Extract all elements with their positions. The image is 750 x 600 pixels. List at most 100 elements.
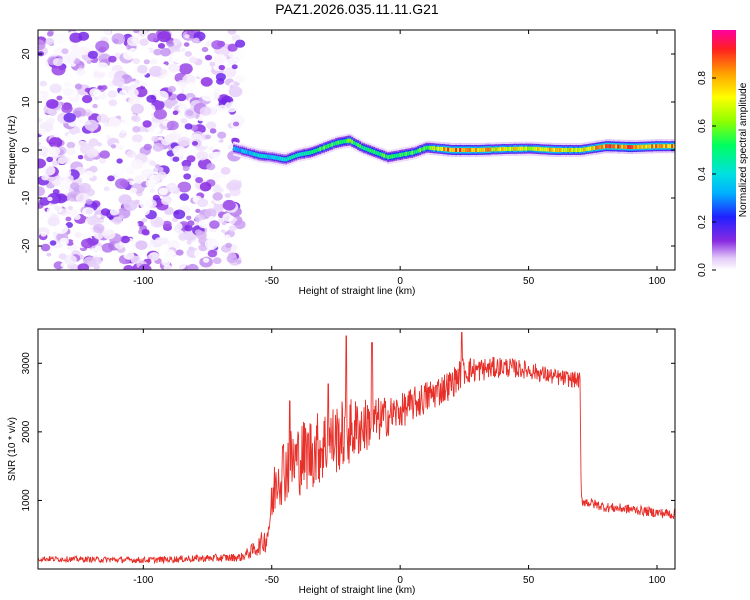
noise-cell xyxy=(160,68,168,75)
noise-cell xyxy=(78,182,92,194)
noise-cell xyxy=(112,216,123,225)
noise-cell xyxy=(226,98,232,103)
ridge-cell xyxy=(383,153,386,158)
ridge-cell xyxy=(611,144,614,149)
ridge-cell xyxy=(503,147,506,151)
noise-cell xyxy=(38,92,42,99)
noise-cell xyxy=(89,88,101,97)
snr-plot-area xyxy=(38,331,675,565)
ridge-cell xyxy=(517,146,520,151)
noise-cell xyxy=(192,141,198,146)
ridge-cell xyxy=(451,148,454,152)
noise-cell xyxy=(147,242,154,248)
noise-cell xyxy=(228,86,243,98)
noise-cell xyxy=(99,158,106,164)
noise-cell xyxy=(200,77,213,87)
noise-cell xyxy=(165,182,178,193)
noise-cell xyxy=(56,95,63,101)
noise-cell xyxy=(46,156,54,163)
noise-cell xyxy=(158,187,168,196)
noise-cell xyxy=(194,229,203,236)
noise-cell xyxy=(157,30,172,43)
ridge-cell xyxy=(297,152,300,157)
noise-cell xyxy=(157,171,167,179)
spectrogram-y-tick-label: 20 xyxy=(21,48,32,60)
noise-cell xyxy=(50,204,63,214)
noise-cell xyxy=(143,59,150,65)
noise-cell xyxy=(127,36,140,47)
noise-cell xyxy=(210,151,219,159)
noise-cell xyxy=(77,263,90,270)
ridge-cell xyxy=(415,149,418,154)
noise-cell xyxy=(99,150,110,159)
ridge-cell xyxy=(607,144,610,149)
noise-cell xyxy=(133,175,145,184)
noise-cell xyxy=(218,110,231,121)
noise-cell xyxy=(74,83,83,90)
noise-cell xyxy=(201,90,215,102)
noise-cell xyxy=(150,216,164,228)
spectrogram-x-tick-label: 0 xyxy=(397,276,403,287)
noise-cell xyxy=(178,233,188,241)
noise-cell xyxy=(152,167,159,173)
noise-cell xyxy=(38,118,43,123)
noise-cell xyxy=(222,199,236,211)
ridge-cell xyxy=(469,148,472,152)
noise-cell xyxy=(199,182,212,192)
ridge-cell xyxy=(373,149,376,154)
noise-cell xyxy=(85,111,91,117)
spectrogram-plot-area xyxy=(38,30,675,270)
noise-cell xyxy=(53,33,68,45)
ridge-cell xyxy=(433,146,436,151)
noise-cell xyxy=(186,155,196,163)
noise-cell xyxy=(66,141,76,149)
noise-cell xyxy=(224,193,231,198)
colorbar-tick-label: 0.8 xyxy=(697,71,708,85)
ridge-cell xyxy=(595,145,598,150)
noise-cell xyxy=(179,193,190,201)
noise-cell xyxy=(172,258,187,270)
noise-cell xyxy=(179,63,193,75)
noise-cell xyxy=(92,223,105,234)
ridge-cell xyxy=(367,147,370,152)
noise-cell xyxy=(107,175,115,182)
noise-cell xyxy=(112,76,125,87)
noise-cell xyxy=(125,166,136,175)
noise-cell xyxy=(143,143,152,151)
noise-cell xyxy=(38,158,46,169)
noise-cell xyxy=(142,104,156,115)
snr-y-tick-label: 3000 xyxy=(21,352,32,375)
ridge-cell xyxy=(249,151,252,155)
noise-cell xyxy=(161,196,172,205)
spectrogram-x-axis-label: Height of straight line (km) xyxy=(299,286,416,297)
noise-cell xyxy=(212,192,223,201)
noise-cell xyxy=(131,115,138,121)
ridge-cell xyxy=(579,148,582,152)
noise-cell xyxy=(172,145,186,157)
ridge-cell xyxy=(431,146,434,151)
ridge-cell xyxy=(271,155,274,160)
noise-cell xyxy=(45,38,55,45)
ridge-cell xyxy=(331,142,334,147)
noise-cell xyxy=(61,104,73,114)
spectrogram-x-tick-label: -50 xyxy=(265,276,280,287)
noise-cell xyxy=(86,148,99,158)
noise-cell xyxy=(58,253,67,260)
noise-cell xyxy=(132,126,141,133)
noise-cell xyxy=(75,68,86,76)
ridge-cell xyxy=(301,152,304,157)
ridge-cell xyxy=(465,148,468,152)
ridge-cell xyxy=(237,147,240,152)
ridge-cell xyxy=(317,147,320,152)
ridge-cell xyxy=(359,144,362,149)
noise-cell xyxy=(40,243,51,252)
ridge-cell xyxy=(597,145,600,150)
ridge-cell xyxy=(307,151,310,155)
noise-cell xyxy=(167,250,174,257)
ridge-cell xyxy=(497,147,500,152)
snr-x-ticks: -100 -50 0 50 100 xyxy=(133,329,666,586)
ridge-cell xyxy=(345,139,348,144)
noise-cell xyxy=(123,199,138,211)
noise-cell xyxy=(130,103,144,115)
noise-cell xyxy=(134,79,140,84)
